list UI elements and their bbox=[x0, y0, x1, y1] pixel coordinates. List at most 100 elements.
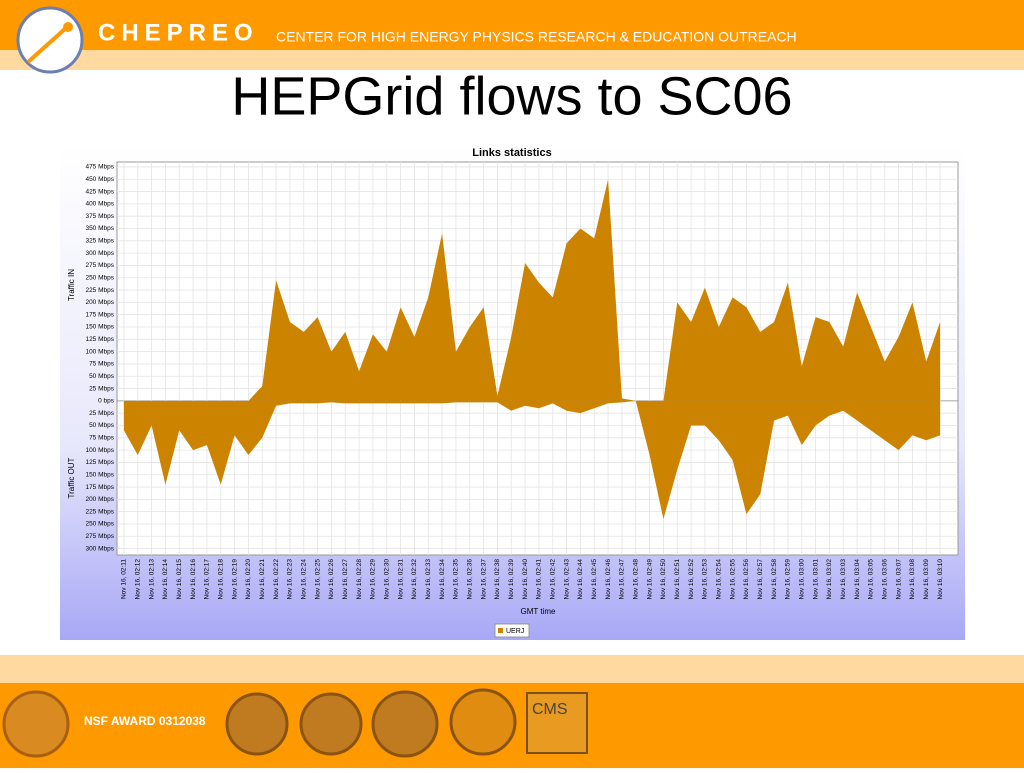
x-tick-label: Nov 16, 02:18 bbox=[217, 559, 224, 600]
x-tick-label: Nov 16, 02:46 bbox=[605, 559, 612, 600]
x-tick-label: Nov 16, 03:03 bbox=[840, 559, 847, 600]
x-tick-label: Nov 16, 02:14 bbox=[162, 559, 169, 600]
x-tick-label: Nov 16, 02:17 bbox=[204, 559, 211, 600]
x-tick-label: Nov 16, 02:15 bbox=[176, 559, 183, 600]
y-tick-label: 250 Mbps bbox=[85, 274, 114, 281]
y-tick-label: 0 bps bbox=[98, 398, 115, 405]
y-tick-label: 150 Mbps bbox=[85, 324, 114, 331]
x-tick-label: Nov 16, 02:31 bbox=[397, 559, 404, 600]
y-tick-label: 225 Mbps bbox=[85, 287, 114, 294]
x-tick-label: Nov 16, 02:20 bbox=[245, 559, 252, 600]
x-tick-label: Nov 16, 02:57 bbox=[757, 559, 764, 600]
legend-label: UERJ bbox=[506, 628, 524, 635]
y-tick-label: 450 Mbps bbox=[85, 176, 114, 183]
y-tick-label: 100 Mbps bbox=[85, 447, 114, 454]
y-tick-label: 50 Mbps bbox=[89, 422, 115, 429]
x-tick-label: Nov 16, 02:56 bbox=[743, 559, 750, 600]
x-tick-label: Nov 16, 02:28 bbox=[356, 559, 363, 600]
x-tick-label: Nov 16, 02:23 bbox=[287, 559, 294, 600]
y-axis-label: Traffic IN bbox=[67, 269, 76, 301]
x-tick-label: Nov 16, 02:30 bbox=[383, 559, 390, 600]
logo-mark bbox=[26, 26, 68, 64]
x-tick-label: Nov 16, 03:07 bbox=[895, 559, 902, 600]
legend-box bbox=[494, 623, 530, 638]
x-tick-label: Nov 16, 02:19 bbox=[231, 559, 238, 600]
x-tick-label: Nov 16, 02:49 bbox=[646, 559, 653, 600]
x-tick-label: Nov 16, 02:11 bbox=[121, 559, 128, 599]
x-tick-label: Nov 16, 02:29 bbox=[370, 559, 377, 600]
y-tick-label: 125 Mbps bbox=[85, 336, 114, 343]
area bbox=[123, 179, 941, 401]
y-tick-label: 225 Mbps bbox=[85, 508, 114, 515]
x-tick-label: Nov 16, 02:39 bbox=[508, 559, 515, 600]
x-tick-label: Nov 16, 02:42 bbox=[549, 559, 556, 600]
y-tick-label: 25 Mbps bbox=[89, 410, 115, 417]
y-tick-label: 400 Mbps bbox=[85, 201, 114, 208]
x-tick-label: Nov 16, 02:59 bbox=[785, 559, 792, 600]
x-tick-label: Nov 16, 03:01 bbox=[812, 559, 819, 600]
x-tick-label: Nov 16, 02:32 bbox=[411, 559, 418, 600]
y-tick-label: 50 Mbps bbox=[89, 373, 115, 380]
x-tick-label: Nov 16, 02:34 bbox=[439, 559, 446, 600]
x-tick-label: Nov 16, 02:35 bbox=[453, 559, 460, 600]
y-tick-label: 475 Mbps bbox=[85, 164, 114, 171]
x-tick-label: Nov 16, 02:40 bbox=[522, 559, 529, 600]
x-tick-label: Nov 16, 02:50 bbox=[660, 559, 667, 600]
header-band bbox=[0, 0, 1024, 50]
x-tick-label: Nov 16, 02:36 bbox=[466, 559, 473, 600]
y-tick-label: 375 Mbps bbox=[85, 213, 114, 220]
seal bbox=[299, 692, 363, 756]
x-axis-label: GMT time bbox=[521, 607, 557, 616]
x-tick-label: Nov 16, 02:33 bbox=[425, 559, 432, 600]
x-tick-label: Nov 16, 02:27 bbox=[342, 559, 349, 600]
y-tick-label: 175 Mbps bbox=[85, 311, 114, 318]
x-tick-label: Nov 16, 02:22 bbox=[273, 559, 280, 600]
x-tick-label: Nov 16, 03:10 bbox=[937, 559, 944, 600]
x-tick-label: Nov 16, 03:05 bbox=[868, 559, 875, 600]
award: NSF AWARD 0312038 bbox=[84, 714, 206, 728]
y-tick-label: 100 Mbps bbox=[85, 348, 114, 355]
footer-stripe bbox=[0, 655, 1024, 683]
x-tick-label: Nov 16, 02:54 bbox=[715, 559, 722, 600]
seal bbox=[449, 688, 517, 756]
x-tick-label: Nov 16, 02:43 bbox=[563, 559, 570, 600]
chart-title: Links statistics bbox=[472, 147, 551, 159]
area bbox=[123, 400, 941, 520]
y-tick-label: 250 Mbps bbox=[85, 521, 114, 528]
y-tick-label: 200 Mbps bbox=[85, 299, 114, 306]
x-tick-label: Nov 16, 02:47 bbox=[619, 559, 626, 600]
x-tick-label: Nov 16, 02:13 bbox=[148, 559, 155, 600]
y-tick-label: 75 Mbps bbox=[89, 361, 115, 368]
y-tick-label: 425 Mbps bbox=[85, 188, 114, 195]
y-tick-label: 200 Mbps bbox=[85, 496, 114, 503]
y-tick-label: 275 Mbps bbox=[85, 262, 114, 269]
nsf-logo bbox=[2, 690, 70, 758]
x-tick-label: Nov 16, 02:58 bbox=[771, 559, 778, 600]
y-tick-label: 150 Mbps bbox=[85, 471, 114, 478]
x-tick-label: Nov 16, 03:04 bbox=[854, 559, 861, 600]
legend-swatch bbox=[498, 628, 503, 633]
x-tick-label: Nov 16, 02:21 bbox=[259, 559, 266, 600]
x-tick-label: Nov 16, 02:26 bbox=[328, 559, 335, 600]
x-tick-label: Nov 16, 02:52 bbox=[688, 559, 695, 600]
seal bbox=[371, 690, 439, 758]
x-tick-label: Nov 16, 02:44 bbox=[577, 559, 584, 600]
x-tick-label: Nov 16, 02:48 bbox=[632, 559, 639, 600]
slide-title: HEPGrid flows to SC06 bbox=[231, 66, 792, 126]
x-tick-label: Nov 16, 03:02 bbox=[826, 559, 833, 600]
x-tick-label: Nov 16, 02:41 bbox=[536, 559, 543, 600]
header-subtitle: CENTER FOR HIGH ENERGY PHYSICS RESEARCH … bbox=[276, 29, 797, 45]
x-tick-label: Nov 16, 02:37 bbox=[480, 559, 487, 600]
y-tick-label: 325 Mbps bbox=[85, 238, 114, 245]
x-tick-label: Nov 16, 02:55 bbox=[729, 559, 736, 600]
x-tick-label: Nov 16, 02:38 bbox=[494, 559, 501, 600]
x-tick-label: Nov 16, 02:53 bbox=[702, 559, 709, 600]
y-tick-label: 125 Mbps bbox=[85, 459, 114, 466]
x-tick-label: Nov 16, 03:08 bbox=[909, 559, 916, 600]
brand: CHEPREO bbox=[98, 19, 259, 46]
y-tick-label: 275 Mbps bbox=[85, 533, 114, 540]
y-tick-label: 175 Mbps bbox=[85, 484, 114, 491]
x-tick-label: Nov 16, 02:16 bbox=[190, 559, 197, 600]
